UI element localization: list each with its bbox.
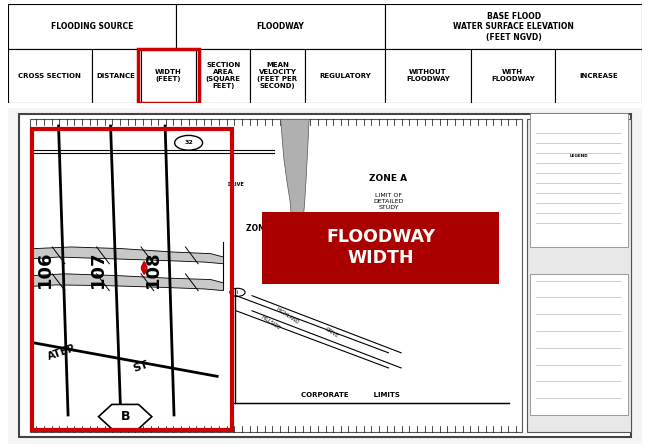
Polygon shape [33,247,224,264]
Bar [138,49,199,103]
Bar [554,49,642,103]
Text: DISTANCE: DISTANCE [97,73,136,79]
Text: CORPORATE          LIMITS: CORPORATE LIMITS [301,392,400,398]
Bar [471,49,554,103]
Text: 107: 107 [89,250,107,288]
Bar [250,49,305,103]
Text: FLOODWAY: FLOODWAY [257,22,304,31]
Bar [305,49,385,103]
Text: ZONE AE: ZONE AE [246,224,283,233]
Text: HIGHLAND: HIGHLAND [274,306,300,325]
Text: ATER: ATER [46,343,77,362]
Text: REGULATORY: REGULATORY [319,73,371,79]
Text: ZONE A: ZONE A [369,173,408,183]
Polygon shape [99,405,152,429]
Bar [176,4,385,49]
Text: 108: 108 [144,250,161,288]
Polygon shape [33,274,224,291]
Text: WITHOUT
FLOODWAY: WITHOUT FLOODWAY [406,69,450,82]
Bar [526,119,630,432]
Text: DRIVE: DRIVE [324,327,339,339]
Bar [261,212,499,284]
Bar [530,112,628,247]
Bar [32,129,232,430]
Bar [30,119,522,432]
Text: BASE FLOOD
WATER SURFACE ELEVATION
(FEET NGVD): BASE FLOOD WATER SURFACE ELEVATION (FEET… [453,12,574,42]
Text: LIMIT OF
DETAILED
STUDY: LIMIT OF DETAILED STUDY [373,193,404,210]
Text: MEAN
VELOCITY
(FEET PER
SECOND): MEAN VELOCITY (FEET PER SECOND) [257,62,298,90]
Bar [385,4,642,49]
Bar [92,49,141,103]
Polygon shape [281,119,309,242]
Bar [385,49,471,103]
Text: ST: ST [132,359,150,374]
Text: HILLSIDE: HILLSIDE [261,314,281,331]
Bar [8,4,176,49]
Text: INCREASE: INCREASE [579,73,617,79]
Text: SECTION
AREA
(SQUARE
FEET): SECTION AREA (SQUARE FEET) [205,62,240,90]
Bar [141,49,196,103]
Text: WIDTH
(FEET): WIDTH (FEET) [155,69,182,82]
Bar [8,49,92,103]
Bar [196,49,250,103]
Text: DRIVE: DRIVE [227,182,244,187]
Bar [530,274,628,415]
Text: 32: 32 [184,140,193,145]
Text: B: B [120,410,130,423]
Text: 106: 106 [36,250,53,288]
Text: LEGEND: LEGEND [569,154,588,158]
Text: FLOODING SOURCE: FLOODING SOURCE [51,22,133,31]
Text: WITH
FLOODWAY: WITH FLOODWAY [491,69,535,82]
Text: i: i [237,290,238,295]
Text: CROSS SECTION: CROSS SECTION [18,73,81,79]
Text: FLOODWAY
WIDTH: FLOODWAY WIDTH [326,228,435,267]
